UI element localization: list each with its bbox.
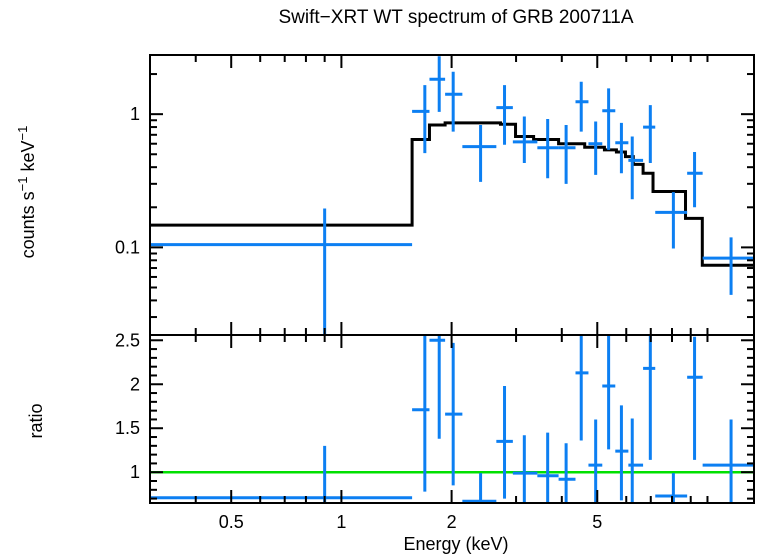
spectrum-data-point <box>558 124 576 184</box>
chart-title: Swift−XRT WT spectrum of GRB 200711A <box>279 7 634 28</box>
ratio-data-layer <box>150 335 754 503</box>
ratio-data-point <box>537 432 559 503</box>
y-tick-label: 2.5 <box>115 330 140 350</box>
y-tick-label: 1 <box>130 462 140 482</box>
ratio-data-point <box>643 335 656 460</box>
y-tick-label: 0.1 <box>115 237 140 257</box>
spectrum-data-point <box>496 85 513 145</box>
spectrum-data-point <box>462 124 497 182</box>
spectrum-data-point <box>445 71 463 132</box>
spectrum-data-point <box>655 192 688 249</box>
spectrum-data-point <box>512 116 538 163</box>
spectrum-data-layer <box>150 56 754 335</box>
y-tick-label: 2 <box>130 374 140 394</box>
ratio-data-point <box>575 335 589 441</box>
spectrum-data-point <box>615 122 629 174</box>
ratio-data-point <box>628 418 644 503</box>
spectrum-data-point <box>588 121 603 175</box>
spectrum-data-point <box>150 208 413 335</box>
ratio-data-point <box>412 335 430 492</box>
x-tick-label: 2 <box>447 512 457 532</box>
ratio-data-point <box>702 419 754 503</box>
ratio-data-point <box>150 445 413 503</box>
ratio-data-point <box>588 419 603 503</box>
ratio-data-point <box>558 443 576 503</box>
spectrum-data-point <box>537 118 559 179</box>
ratio-data-point <box>512 435 538 503</box>
spectrum-data-point <box>702 237 754 295</box>
spectrum-data-point <box>687 151 703 208</box>
spectrum-data-point <box>412 85 430 154</box>
axis-ticks <box>150 55 754 503</box>
ratio-data-point <box>496 386 513 499</box>
ratio-data-point <box>655 473 688 503</box>
y-tick-label: 1.5 <box>115 418 140 438</box>
spectrum-data-point <box>602 88 616 150</box>
y-axis-label-ratio: ratio <box>26 403 46 438</box>
ratio-data-point <box>429 335 446 439</box>
ratio-data-point <box>602 335 616 450</box>
spectrum-data-point <box>575 81 589 132</box>
ratio-data-point <box>445 342 463 486</box>
ratio-data-point <box>687 336 703 460</box>
bottom-panel-frame <box>149 334 755 504</box>
y-tick-label: 1 <box>130 104 140 124</box>
axis-tick-labels: 0.5 1 2 5 0.1 1 1 1.5 2 2.5 <box>115 104 602 532</box>
ratio-data-point <box>615 405 629 501</box>
x-tick-label: 0.5 <box>219 512 244 532</box>
spectrum-data-point <box>643 105 656 163</box>
x-axis-label: Energy (keV) <box>403 534 508 554</box>
ratio-data-point <box>462 473 497 503</box>
spectrum-data-point <box>429 56 446 112</box>
x-tick-label: 1 <box>336 512 346 532</box>
x-tick-label: 5 <box>592 512 602 532</box>
spectrum-data-point <box>628 136 644 200</box>
y-axis-label-counts: counts s−1 keV−1 <box>15 126 38 259</box>
